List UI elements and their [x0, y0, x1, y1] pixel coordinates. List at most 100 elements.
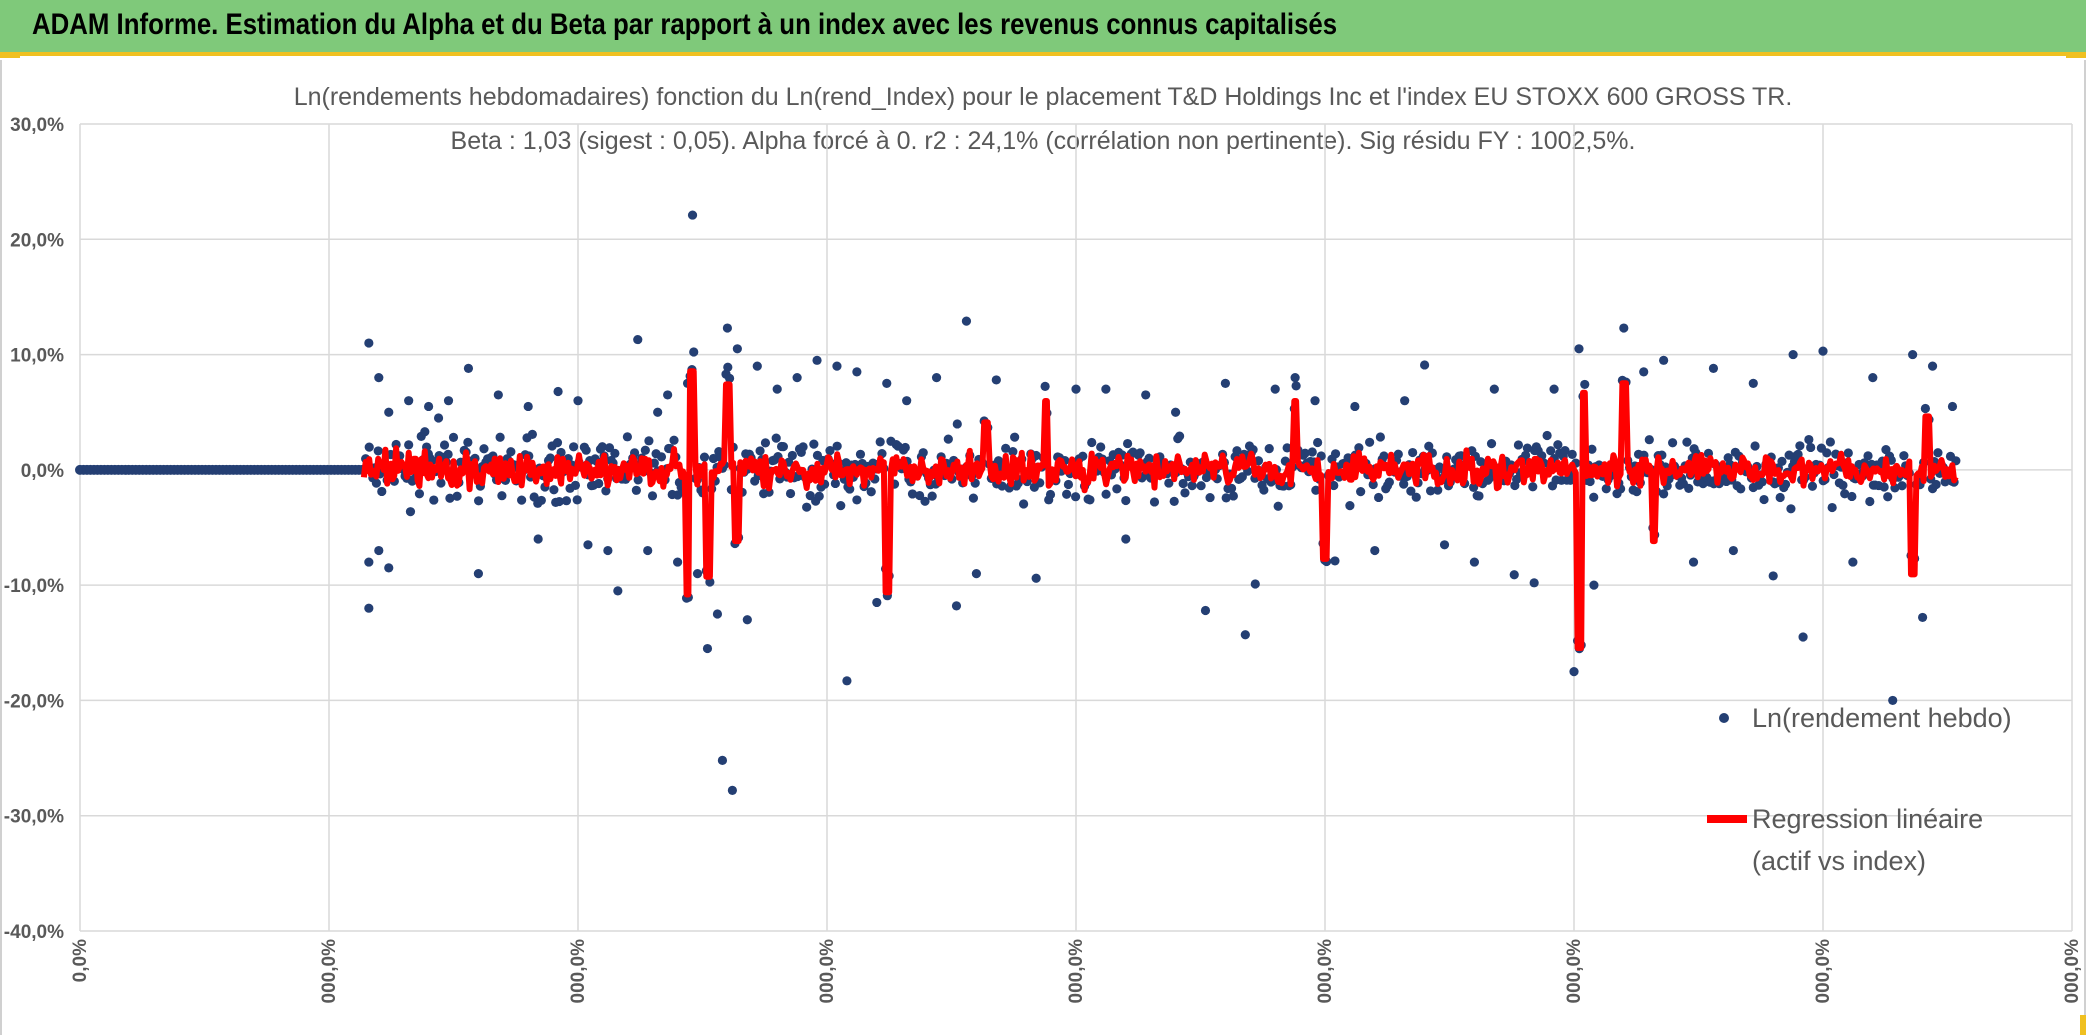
data-point — [404, 396, 414, 406]
data-point — [1174, 431, 1185, 441]
data-point — [692, 569, 703, 579]
data-point — [1313, 437, 1323, 448]
data-point — [1888, 695, 1898, 706]
data-point — [533, 534, 543, 544]
data-point — [1757, 477, 1767, 487]
data-point — [1311, 485, 1321, 495]
data-point — [687, 210, 698, 220]
data-point — [1411, 492, 1421, 502]
x-tick-label: 0,0% — [70, 939, 91, 982]
data-point — [1553, 440, 1563, 450]
y-tick-label: -40,0% — [4, 922, 64, 943]
data-point — [1522, 443, 1532, 453]
legend-item-regression-1: Regression linéaire — [1752, 804, 1983, 834]
data-point — [855, 449, 866, 459]
data-point — [1399, 479, 1409, 489]
data-point — [755, 446, 765, 456]
data-point — [927, 491, 937, 501]
data-point — [1822, 448, 1832, 458]
data-point — [1512, 474, 1522, 484]
data-point — [669, 435, 679, 445]
data-point — [1838, 480, 1848, 490]
data-point — [802, 502, 812, 512]
x-tick-label: 000,0% — [1315, 939, 1336, 1004]
data-point — [1078, 451, 1088, 461]
data-point — [1927, 361, 1938, 371]
data-point — [814, 491, 824, 501]
data-point — [943, 434, 953, 444]
data-point — [702, 643, 713, 654]
data-point — [495, 432, 505, 442]
data-point — [569, 442, 579, 452]
data-point — [452, 491, 462, 501]
data-point — [1273, 501, 1283, 511]
data-point — [554, 496, 564, 507]
data-point — [1085, 495, 1095, 505]
data-point — [1865, 496, 1875, 507]
data-point — [882, 378, 892, 388]
data-point — [1682, 437, 1692, 447]
data-point — [583, 540, 593, 550]
data-point — [832, 441, 842, 451]
data-point — [1001, 443, 1011, 453]
chart-area: Ln(rendements hebdomadaires) fonction du… — [0, 60, 2086, 1035]
data-point — [597, 442, 607, 452]
data-point — [405, 507, 416, 517]
data-point — [1879, 482, 1889, 492]
data-point — [647, 491, 658, 501]
x-tick-label: 000,0% — [2062, 939, 2083, 1004]
data-point — [1863, 451, 1873, 461]
data-point — [1569, 667, 1579, 677]
data-point — [436, 478, 446, 488]
data-point — [836, 501, 846, 511]
report-title: ADAM Informe. Estimation du Alpha et du … — [32, 8, 1338, 41]
data-point — [760, 438, 771, 448]
axes: 30,0% 20,0% 10,0% 0,0% -10,0% -20,0% -30,0% -40… — [4, 115, 2083, 1003]
data-point — [374, 545, 384, 556]
data-point — [445, 493, 455, 503]
data-point — [1931, 479, 1941, 490]
data-point — [752, 361, 762, 371]
data-point — [1365, 437, 1375, 447]
data-point — [371, 478, 382, 488]
data-point — [1221, 493, 1231, 503]
data-point — [902, 396, 912, 406]
data-point — [809, 439, 819, 449]
data-point — [1062, 489, 1072, 499]
data-point — [653, 407, 663, 417]
data-point — [830, 478, 840, 489]
data-point — [1659, 489, 1669, 499]
data-point — [1899, 451, 1909, 461]
data-point — [373, 446, 383, 456]
data-point — [1818, 346, 1828, 356]
data-point — [506, 447, 516, 457]
data-point — [1918, 612, 1928, 623]
data-point — [610, 448, 620, 458]
data-point — [772, 384, 782, 394]
data-point — [656, 452, 667, 462]
data-point — [1619, 323, 1629, 333]
data-point — [1178, 478, 1188, 489]
data-point — [473, 496, 484, 506]
data-point — [792, 373, 802, 383]
data-point — [613, 586, 623, 596]
data-point — [1220, 378, 1230, 388]
data-point — [722, 323, 733, 333]
data-point — [712, 609, 723, 619]
x-tick-label: 000,0% — [1813, 939, 1834, 1004]
data-point — [1171, 407, 1181, 417]
data-point — [1843, 448, 1853, 458]
data-point — [1379, 451, 1389, 461]
data-point — [1528, 482, 1538, 492]
data-point — [545, 453, 555, 463]
report-header: ADAM Informe. Estimation du Alpha et du … — [0, 0, 2086, 56]
data-point — [443, 396, 454, 406]
data-point — [1684, 483, 1694, 493]
data-point — [1310, 396, 1320, 406]
data-point — [433, 413, 444, 423]
data-point — [1096, 442, 1106, 452]
data-point — [1439, 540, 1450, 550]
data-point — [1542, 430, 1552, 441]
data-point — [787, 450, 797, 461]
data-point — [1793, 449, 1803, 460]
